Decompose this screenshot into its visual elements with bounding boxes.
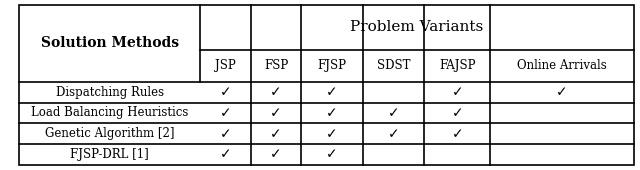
Text: Genetic Algorithm [2]: Genetic Algorithm [2] xyxy=(45,127,175,140)
Text: ✓: ✓ xyxy=(326,106,338,120)
Text: Load Balancing Heuristics: Load Balancing Heuristics xyxy=(31,106,189,120)
Text: ✓: ✓ xyxy=(220,85,232,99)
Text: ✓: ✓ xyxy=(388,106,399,120)
Text: ✓: ✓ xyxy=(220,127,232,141)
Text: JSP: JSP xyxy=(215,59,236,72)
Text: ✓: ✓ xyxy=(451,106,463,120)
Text: Online Arrivals: Online Arrivals xyxy=(517,59,607,72)
Text: FJSP-DRL [1]: FJSP-DRL [1] xyxy=(70,148,149,161)
Text: ✓: ✓ xyxy=(270,106,282,120)
Text: ✓: ✓ xyxy=(451,85,463,99)
Text: Dispatching Rules: Dispatching Rules xyxy=(56,86,164,99)
Text: FAJSP: FAJSP xyxy=(439,59,476,72)
Text: ✓: ✓ xyxy=(556,85,568,99)
Text: ✓: ✓ xyxy=(220,106,232,120)
Text: FJSP: FJSP xyxy=(317,59,346,72)
Text: ✓: ✓ xyxy=(451,127,463,141)
Text: ✓: ✓ xyxy=(326,148,338,162)
Text: ✓: ✓ xyxy=(270,85,282,99)
Text: ✓: ✓ xyxy=(270,127,282,141)
Text: ✓: ✓ xyxy=(326,127,338,141)
Text: Solution Methods: Solution Methods xyxy=(41,36,179,50)
Text: ✓: ✓ xyxy=(270,148,282,162)
Text: ✓: ✓ xyxy=(220,148,232,162)
Text: ✓: ✓ xyxy=(388,127,399,141)
Text: FSP: FSP xyxy=(264,59,288,72)
Text: SDST: SDST xyxy=(376,59,410,72)
Text: Problem Variants: Problem Variants xyxy=(350,20,484,35)
Text: ✓: ✓ xyxy=(326,85,338,99)
